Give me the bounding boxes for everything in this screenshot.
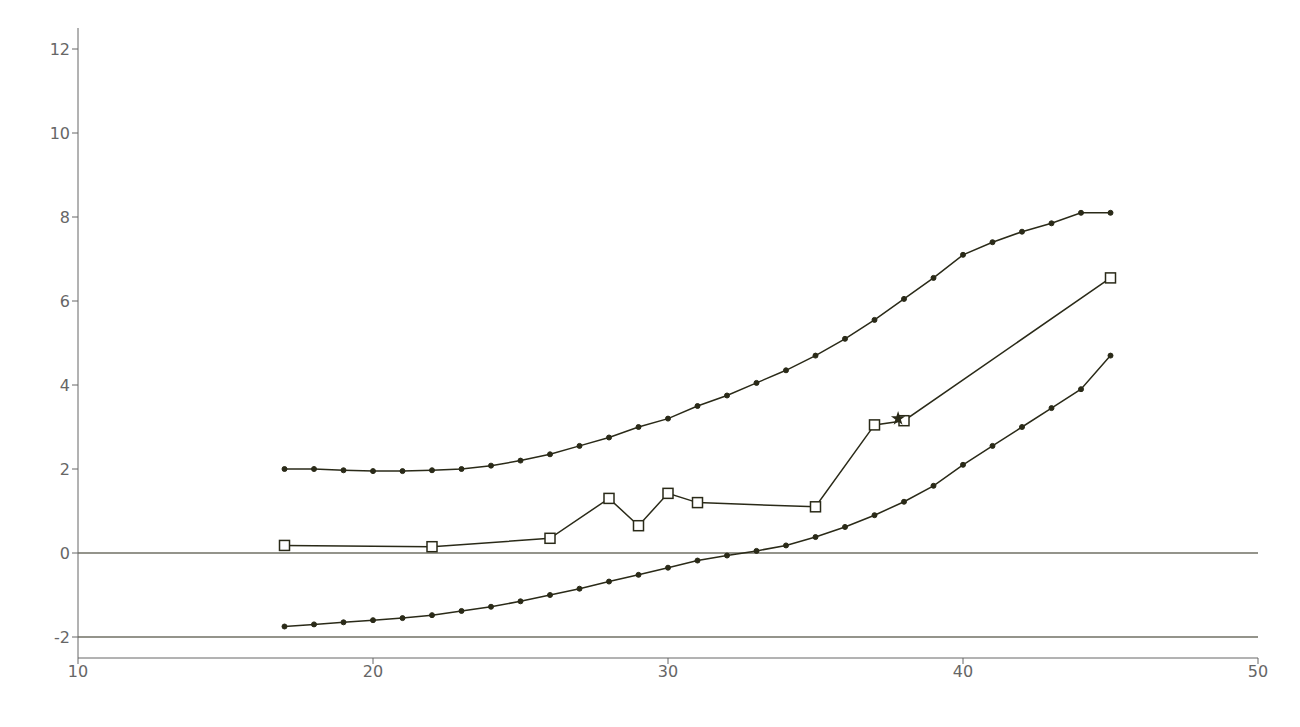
svg-text:10: 10 bbox=[68, 662, 88, 681]
svg-text:8: 8 bbox=[60, 208, 70, 227]
svg-text:-2: -2 bbox=[54, 628, 70, 647]
svg-text:12: 12 bbox=[50, 40, 70, 59]
svg-text:20: 20 bbox=[363, 662, 383, 681]
svg-text:0: 0 bbox=[60, 544, 70, 563]
svg-text:30: 30 bbox=[658, 662, 678, 681]
svg-text:40: 40 bbox=[953, 662, 973, 681]
svg-text:6: 6 bbox=[60, 292, 70, 311]
svg-text:50: 50 bbox=[1248, 662, 1268, 681]
svg-text:4: 4 bbox=[60, 376, 70, 395]
svg-text:10: 10 bbox=[50, 124, 70, 143]
svg-text:2: 2 bbox=[60, 460, 70, 479]
